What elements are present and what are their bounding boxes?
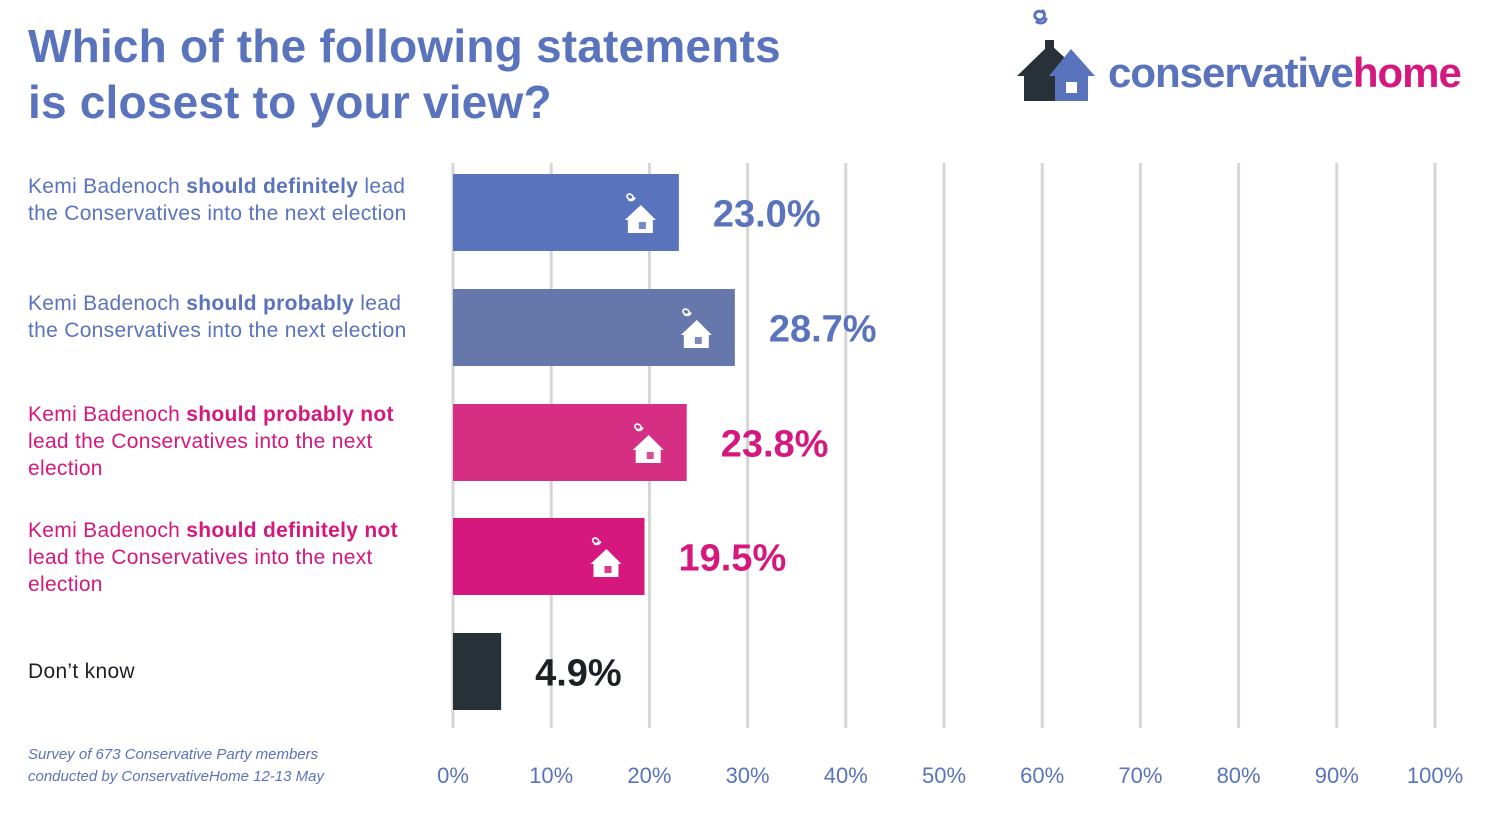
bar-value-label: 23.8% — [721, 424, 829, 466]
x-axis-ticks: 0% 10% 20% 30% 40% 50% 60% 70% 80% 90% 100% — [437, 763, 1463, 788]
x-tick-label: 80% — [1217, 763, 1261, 788]
title-line-2: is closest to your view? — [28, 76, 552, 128]
x-tick-label: 40% — [824, 763, 868, 788]
category-label-definitely-lead: Kemi Badenoch should definitely lead the… — [28, 175, 407, 225]
source-note: Survey of 673 Conservative Party members… — [28, 744, 408, 788]
house-with-smoke-icon — [1017, 9, 1095, 101]
x-tick-label: 20% — [627, 763, 671, 788]
chart-title: Which of the following statements is clo… — [28, 18, 928, 130]
bar-value-label: 23.0% — [713, 194, 821, 236]
category-label-definitely-not-lead: Kemi Badenoch should definitely not lead… — [28, 519, 398, 596]
bars: 23.0% 28.7% 23.8% 19.5% 4.9% — [453, 174, 877, 710]
house-with-smoke-icon — [624, 193, 656, 233]
conservativehome-logo: conservativehome — [1015, 4, 1485, 104]
category-label-probably-lead: Kemi Badenoch should probably lead the C… — [28, 292, 407, 342]
bar-value-label: 19.5% — [678, 538, 786, 580]
x-tick-label: 70% — [1118, 763, 1162, 788]
x-tick-label: 10% — [529, 763, 573, 788]
bar-value-label: 28.7% — [769, 309, 877, 351]
bar — [453, 518, 645, 595]
x-tick-label: 0% — [437, 763, 469, 788]
x-tick-label: 60% — [1020, 763, 1064, 788]
title-line-1: Which of the following statements — [28, 20, 781, 72]
x-tick-label: 100% — [1407, 763, 1463, 788]
x-tick-label: 90% — [1315, 763, 1359, 788]
gridlines — [451, 163, 1437, 728]
logo-wordmark: conservativehome — [1108, 48, 1462, 98]
logo-text-home: home — [1352, 49, 1462, 96]
x-tick-label: 30% — [726, 763, 770, 788]
category-label-dont-know: Don’t know — [28, 660, 135, 683]
x-tick-label: 50% — [922, 763, 966, 788]
house-with-smoke-icon — [680, 308, 712, 348]
house-with-smoke-icon — [590, 537, 622, 577]
source-line-2: conducted by ConservativeHome 12-13 May — [28, 768, 324, 785]
bar — [453, 289, 735, 366]
house-with-smoke-icon — [632, 423, 664, 463]
logo-text-conservative: conservative — [1108, 49, 1354, 96]
bar — [453, 633, 502, 710]
category-label-probably-not-lead: Kemi Badenoch should probably not lead t… — [28, 403, 394, 480]
source-line-1: Survey of 673 Conservative Party members — [28, 746, 319, 763]
bar-value-label: 4.9% — [535, 653, 622, 695]
